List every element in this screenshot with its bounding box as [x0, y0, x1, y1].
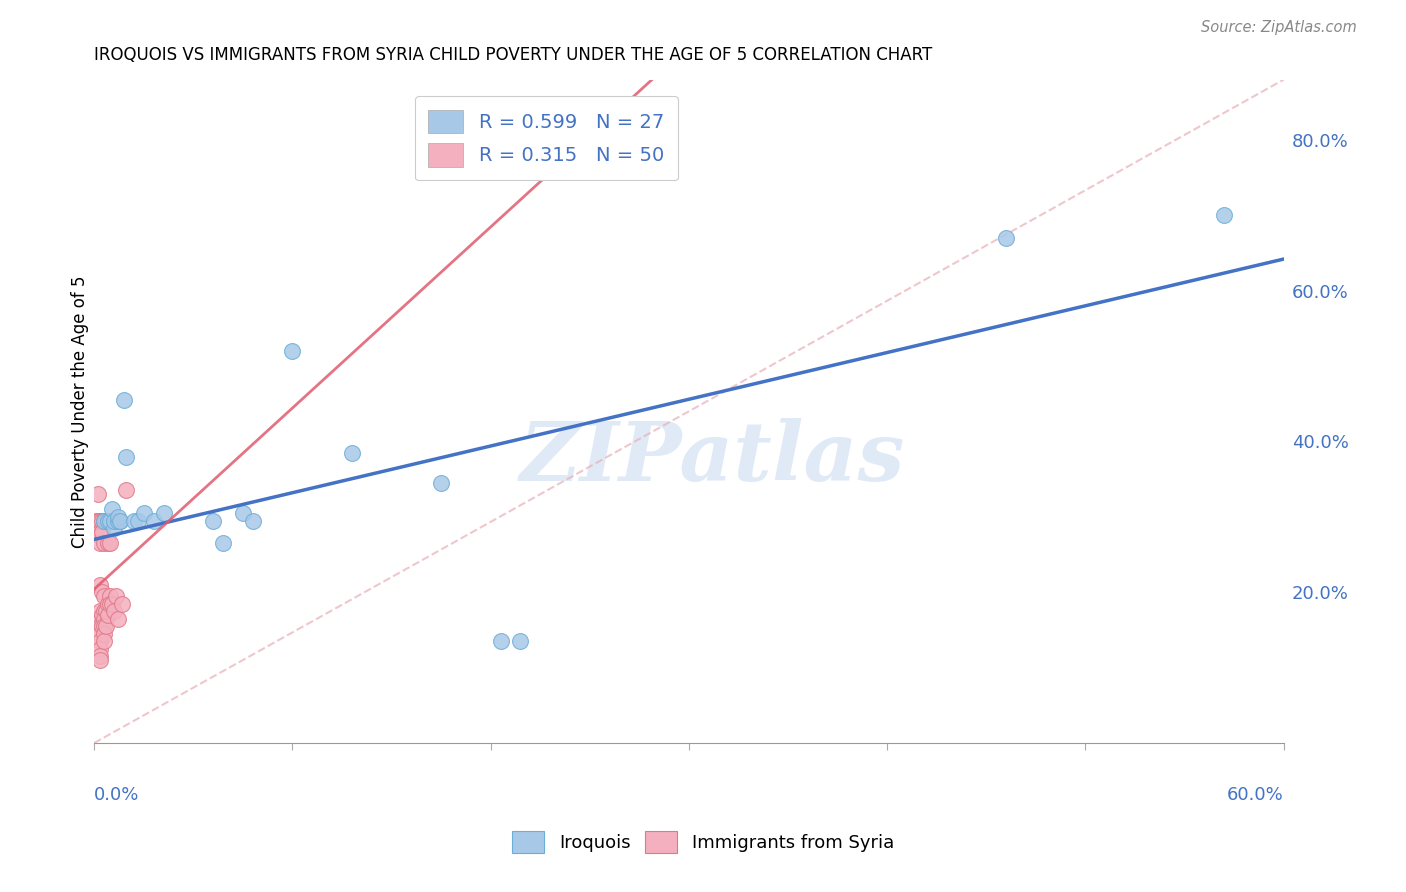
Point [87, 514, 110, 528]
Point [489, 634, 512, 648]
Point [101, 514, 124, 528]
Point [115, 483, 138, 498]
Point [89, 649, 111, 664]
Point [509, 634, 531, 648]
Point [108, 514, 131, 528]
Point [101, 502, 124, 516]
Point [995, 231, 1018, 245]
Point [340, 446, 363, 460]
Point [132, 506, 155, 520]
Text: 0.0%: 0.0% [94, 786, 139, 804]
Point [91, 585, 114, 599]
Point [94, 514, 117, 528]
Point [108, 514, 131, 528]
Point [93, 514, 115, 528]
Point [89, 653, 111, 667]
Point [93, 626, 115, 640]
Text: 60.0%: 60.0% [1227, 786, 1284, 804]
Point [89, 634, 111, 648]
Point [107, 514, 129, 528]
Point [89, 577, 111, 591]
Legend: Iroquois, Immigrants from Syria: Iroquois, Immigrants from Syria [505, 824, 901, 861]
Point [104, 589, 127, 603]
Point [89, 604, 111, 618]
Point [242, 514, 264, 528]
Point [89, 524, 111, 539]
Point [98, 514, 121, 528]
Point [93, 634, 115, 648]
Point [97, 607, 120, 622]
Point [84, 521, 107, 535]
Point [89, 536, 111, 550]
Point [281, 344, 304, 359]
Point [87, 612, 110, 626]
Point [97, 514, 120, 528]
Point [98, 597, 121, 611]
Point [1213, 208, 1236, 222]
Point [97, 597, 120, 611]
Point [103, 514, 125, 528]
Point [97, 536, 120, 550]
Point [89, 514, 111, 528]
Text: Source: ZipAtlas.com: Source: ZipAtlas.com [1201, 20, 1357, 35]
Point [91, 514, 114, 528]
Point [87, 487, 110, 501]
Point [232, 506, 254, 520]
Point [122, 514, 145, 528]
Point [107, 509, 129, 524]
Point [89, 641, 111, 656]
Point [93, 619, 115, 633]
Point [93, 514, 115, 528]
Point [103, 604, 125, 618]
Point [202, 514, 225, 528]
Point [89, 529, 111, 543]
Point [142, 514, 165, 528]
Point [93, 536, 115, 550]
Point [89, 619, 111, 633]
Point [84, 514, 107, 528]
Point [98, 589, 121, 603]
Point [103, 521, 125, 535]
Point [91, 524, 114, 539]
Point [94, 619, 117, 633]
Point [107, 612, 129, 626]
Point [111, 597, 134, 611]
Point [89, 626, 111, 640]
Point [93, 612, 115, 626]
Point [152, 506, 174, 520]
Point [94, 604, 117, 618]
Text: IROQUOIS VS IMMIGRANTS FROM SYRIA CHILD POVERTY UNDER THE AGE OF 5 CORRELATION C: IROQUOIS VS IMMIGRANTS FROM SYRIA CHILD … [94, 46, 932, 64]
Point [91, 607, 114, 622]
Point [127, 514, 149, 528]
Point [115, 450, 138, 464]
Point [112, 392, 135, 407]
Legend: R = 0.599   N = 27, R = 0.315   N = 50: R = 0.599 N = 27, R = 0.315 N = 50 [415, 96, 678, 180]
Point [212, 536, 235, 550]
Point [98, 514, 121, 528]
Point [93, 589, 115, 603]
Point [98, 536, 121, 550]
Text: ZIPatlas: ZIPatlas [520, 417, 905, 498]
Point [93, 604, 115, 618]
Point [101, 597, 124, 611]
Y-axis label: Child Poverty Under the Age of 5: Child Poverty Under the Age of 5 [72, 275, 89, 548]
Point [103, 514, 125, 528]
Point [91, 619, 114, 633]
Point [430, 475, 453, 490]
Point [97, 514, 120, 528]
